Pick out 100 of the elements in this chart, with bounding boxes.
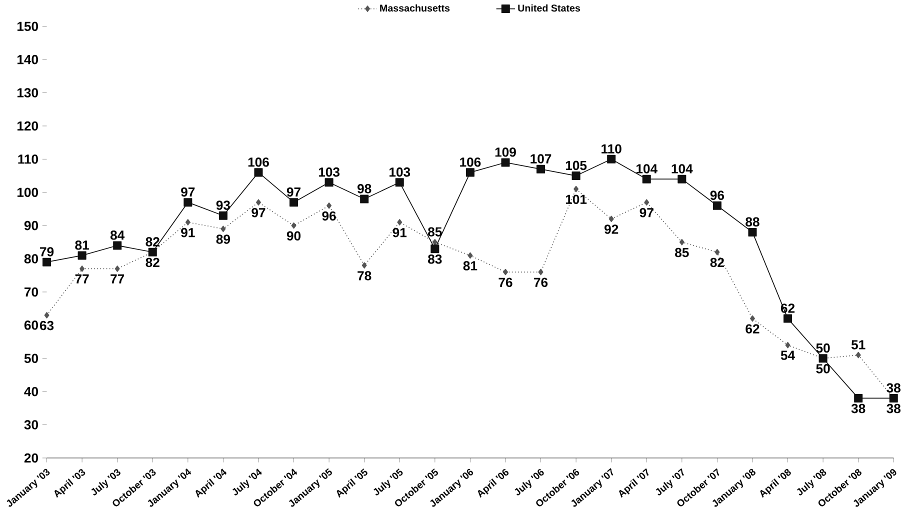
point	[785, 342, 790, 348]
point	[679, 238, 684, 246]
point	[607, 154, 616, 164]
point	[854, 394, 863, 402]
y-tick-label: 80	[24, 254, 38, 264]
data-label: 82	[146, 237, 160, 246]
data-label: 97	[252, 208, 266, 218]
point	[78, 251, 86, 260]
data-label: 97	[640, 208, 654, 218]
y-tick-label: 120	[17, 121, 38, 130]
point	[574, 186, 579, 192]
point	[536, 164, 546, 174]
point	[608, 216, 614, 222]
data-label: 38	[886, 383, 901, 392]
legend-label: United States	[518, 4, 580, 12]
point	[254, 168, 263, 177]
data-label: 85	[428, 227, 442, 236]
data-label: 91	[392, 228, 407, 238]
data-label: 81	[463, 260, 478, 270]
point	[324, 178, 334, 187]
point	[468, 252, 473, 258]
data-label: 107	[530, 154, 552, 164]
point	[290, 198, 298, 206]
data-label: 51	[851, 340, 866, 350]
data-label: 77	[110, 274, 124, 284]
legend-label: Massachusetts	[380, 4, 450, 12]
data-label: 76	[534, 278, 548, 287]
data-label: 103	[318, 167, 340, 177]
point	[185, 218, 190, 226]
y-tick-label: 140	[17, 54, 38, 64]
data-label: 81	[75, 240, 89, 250]
point	[184, 198, 192, 206]
data-label: 103	[390, 167, 410, 177]
point	[750, 315, 755, 322]
y-tick-label: 100	[17, 188, 38, 197]
data-label: 50	[816, 343, 830, 353]
data-label: 84	[110, 230, 125, 240]
point	[360, 194, 369, 204]
data-label: 63	[40, 320, 54, 330]
point	[44, 312, 50, 318]
point	[784, 314, 792, 323]
point	[218, 211, 228, 220]
data-label: 106	[248, 157, 269, 167]
point	[466, 168, 474, 177]
x-tick-label: July '07	[656, 468, 684, 496]
data-label: 79	[40, 246, 54, 256]
point	[291, 222, 296, 229]
x-tick-label: July '08	[797, 468, 826, 496]
data-label: 82	[710, 258, 724, 267]
point	[712, 201, 722, 210]
x-tick-label: July '05	[374, 468, 403, 496]
data-label: 89	[216, 234, 230, 244]
data-label: 98	[358, 184, 372, 194]
point	[642, 174, 651, 184]
data-label: 88	[746, 217, 760, 226]
point	[113, 241, 122, 250]
data-label: 106	[460, 157, 481, 167]
data-label: 97	[286, 187, 300, 196]
point	[572, 171, 580, 180]
data-label: 97	[181, 187, 195, 196]
y-tick-label: 50	[24, 354, 38, 363]
data-label: 78	[358, 270, 372, 280]
point	[256, 199, 261, 206]
point	[80, 265, 85, 272]
point	[748, 228, 757, 236]
data-label: 77	[75, 274, 89, 284]
data-label: 50	[816, 364, 830, 374]
point	[42, 258, 52, 266]
data-label: 54	[780, 350, 795, 360]
point	[397, 218, 402, 226]
y-tick-label: 20	[24, 453, 38, 462]
y-tick-label: 60	[24, 320, 38, 330]
y-tick-label: 150	[17, 22, 38, 31]
point	[220, 226, 226, 232]
data-label: 101	[566, 194, 587, 204]
point	[114, 265, 120, 272]
data-label: 105	[566, 160, 587, 170]
data-label: 96	[322, 211, 336, 220]
y-tick-label: 90	[24, 220, 38, 230]
data-label: 82	[146, 258, 160, 267]
data-label: 104	[636, 164, 658, 174]
point	[856, 352, 861, 358]
data-label: 76	[498, 278, 512, 287]
data-label: 90	[286, 231, 301, 240]
data-label: 93	[216, 200, 230, 210]
y-tick-label: 110	[18, 154, 38, 164]
data-label: 38	[886, 404, 901, 414]
data-label: 109	[495, 147, 516, 157]
point	[430, 244, 440, 253]
point	[326, 202, 332, 209]
x-tick-label: July '03	[91, 468, 120, 496]
data-label: 91	[181, 228, 195, 238]
data-label: 92	[604, 224, 618, 234]
x-tick-label: July '06	[514, 468, 544, 496]
point	[502, 268, 508, 276]
point	[501, 158, 510, 167]
point	[714, 248, 720, 256]
data-label: 83	[428, 254, 442, 264]
point	[432, 238, 438, 246]
y-tick-label: 30	[24, 420, 38, 430]
